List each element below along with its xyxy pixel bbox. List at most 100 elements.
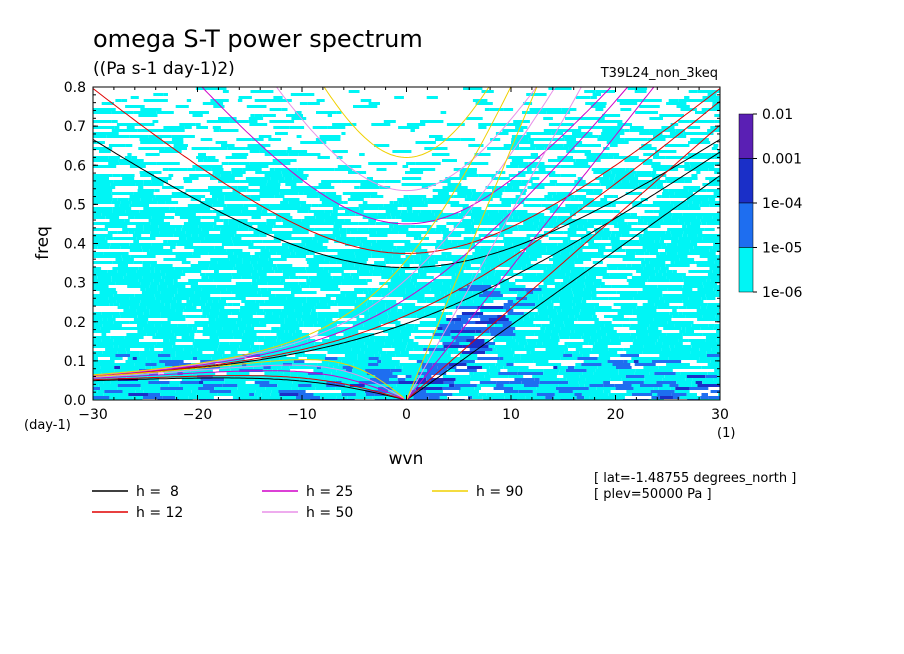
heatmap-cell [521, 381, 540, 384]
heatmap-cell [261, 294, 276, 297]
heatmap-cell [278, 180, 303, 183]
heatmap-cell [119, 312, 144, 315]
heatmap-cell [143, 225, 159, 228]
heatmap-cell [127, 381, 149, 384]
heatmap-cell [504, 396, 521, 399]
heatmap-cell [474, 153, 491, 156]
heatmap-cell [578, 381, 604, 384]
heatmap-cell [695, 111, 707, 114]
heatmap-cell [421, 366, 438, 369]
heatmap-cell [327, 393, 342, 396]
heatmap-cell [223, 222, 229, 225]
heatmap-cell [416, 252, 429, 255]
heatmap-cell [145, 288, 158, 291]
heatmap-cell [471, 297, 492, 300]
heatmap-cell [156, 363, 165, 366]
heatmap-cell [189, 297, 201, 300]
heatmap-cell [579, 384, 585, 387]
heatmap-cell [248, 288, 261, 291]
heatmap-cell [706, 306, 720, 309]
heatmap-cell [455, 339, 467, 342]
heatmap-cell [344, 342, 365, 345]
heatmap-cell [498, 255, 518, 258]
heatmap-cell [566, 378, 586, 381]
heatmap-cell [114, 204, 120, 207]
heatmap-cell [355, 237, 368, 240]
heatmap-cell [183, 222, 195, 225]
heatmap-cell [660, 267, 669, 270]
heatmap-cell [470, 342, 485, 345]
heatmap-cell [621, 180, 630, 183]
heatmap-cell [375, 381, 399, 384]
heatmap-cell [218, 300, 226, 303]
heatmap-cell [551, 132, 564, 135]
heatmap-cell [502, 246, 525, 249]
heatmap-cell [370, 195, 384, 198]
heatmap-cell [124, 336, 144, 339]
heatmap-cell [566, 270, 571, 273]
heatmap-cell [232, 330, 245, 333]
heatmap-cell [390, 279, 411, 282]
heatmap-cell [671, 216, 697, 219]
heatmap-cell [125, 348, 130, 351]
heatmap-cell [136, 357, 147, 360]
heatmap-cell [93, 363, 114, 366]
heatmap-cell [306, 270, 329, 273]
heatmap-cell [599, 180, 614, 183]
heatmap-cell [322, 282, 333, 285]
heatmap-cell [101, 102, 114, 105]
heatmap-cell [659, 354, 672, 357]
heatmap-cell [286, 114, 303, 117]
heatmap-cell [494, 324, 503, 327]
heatmap-cell [405, 255, 421, 258]
heatmap-cell [482, 282, 501, 285]
heatmap-cell [423, 267, 448, 270]
heatmap-cell [348, 258, 369, 261]
heatmap-cell [136, 309, 150, 312]
heatmap-cell [256, 312, 266, 315]
heatmap-cell [432, 333, 451, 336]
heatmap-cell [564, 351, 573, 354]
legend-label: h = 25 [306, 484, 353, 500]
heatmap-cell [251, 216, 261, 219]
heatmap-cell [587, 219, 612, 222]
heatmap-cell [361, 180, 385, 183]
heatmap-cell [546, 267, 561, 270]
heatmap-cell [659, 207, 678, 210]
heatmap-cell [376, 168, 387, 171]
heatmap-cell [140, 300, 160, 303]
heatmap-cell [526, 300, 552, 303]
heatmap-cell [232, 396, 258, 399]
heatmap-cell [352, 324, 364, 327]
heatmap-cell [93, 135, 107, 138]
heatmap-cell [259, 192, 280, 195]
heatmap-cell [175, 354, 201, 357]
heatmap-cell [620, 306, 637, 309]
heatmap-cell [508, 318, 524, 321]
heatmap-cell [319, 300, 335, 303]
heatmap-cell [556, 192, 572, 195]
heatmap-cell [274, 195, 285, 198]
heatmap-cell [192, 252, 208, 255]
heatmap-cell [150, 282, 160, 285]
heatmap-cell [270, 366, 282, 369]
heatmap-cell [493, 387, 514, 390]
heatmap-cell [403, 195, 409, 198]
rossby-curve-h12 [93, 375, 405, 400]
heatmap-cell [152, 120, 159, 123]
heatmap-cell [326, 381, 336, 384]
heatmap-cell [468, 396, 473, 399]
heatmap-cell [707, 363, 720, 366]
heatmap-cell [93, 240, 108, 243]
heatmap-cell [690, 138, 709, 141]
heatmap-cell [137, 342, 157, 345]
heatmap-cell [477, 219, 502, 222]
heatmap-cell [476, 384, 497, 387]
heatmap-cell [675, 372, 681, 375]
heatmap-cell [244, 330, 271, 333]
heatmap-cell [577, 357, 598, 360]
heatmap-cell [120, 315, 138, 318]
heatmap-cell [222, 90, 229, 93]
heatmap-cell [150, 234, 174, 237]
heatmap-cell [701, 201, 720, 204]
